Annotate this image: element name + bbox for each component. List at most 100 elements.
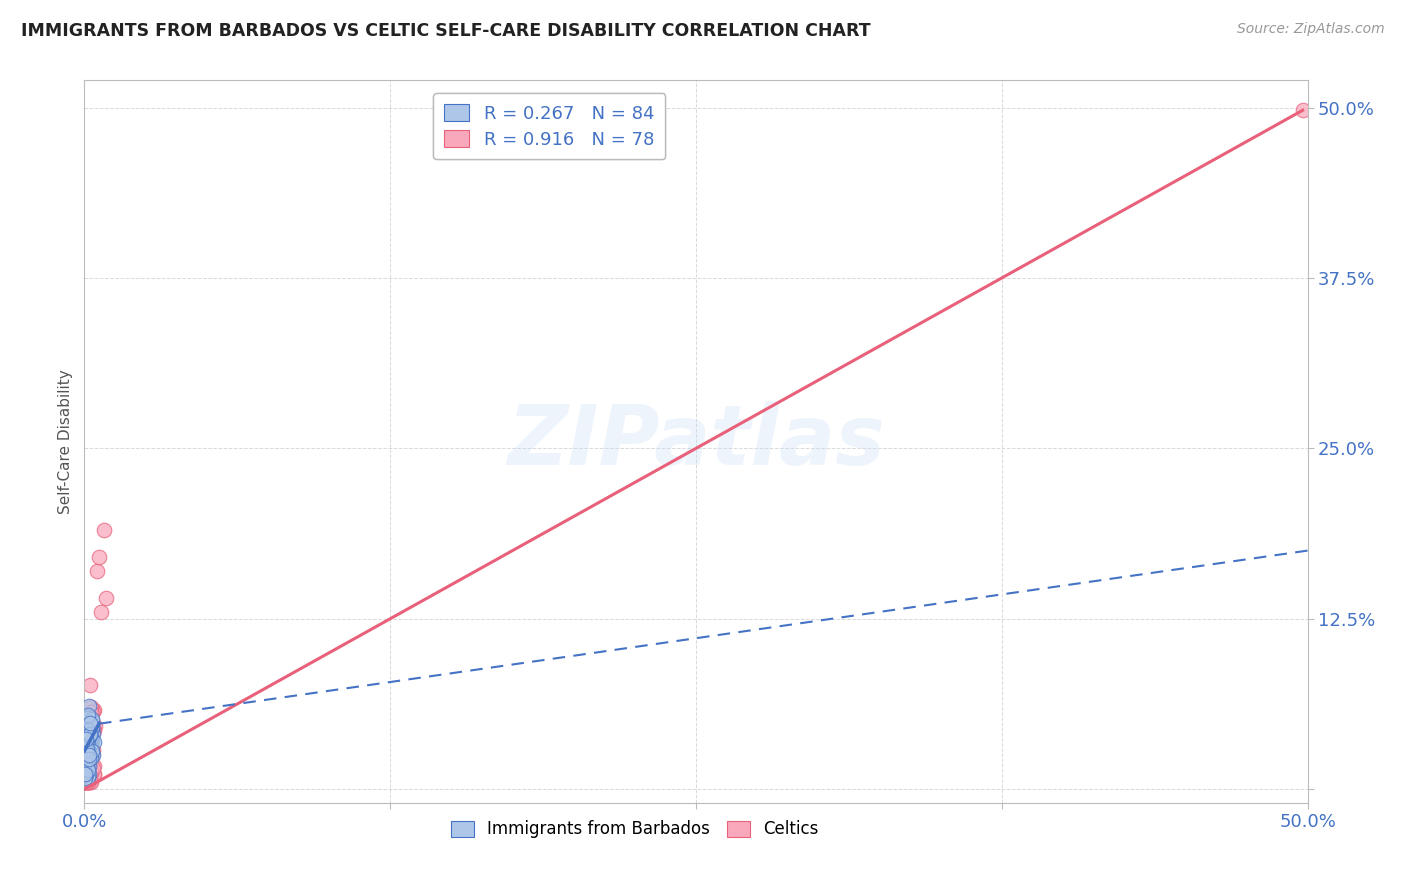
Point [82,720,104,734]
Point [77,698,100,713]
Point [83,759,105,773]
Point [75,742,97,756]
Point [76,743,98,757]
Point [73,767,96,781]
Point [80,746,103,760]
Point [75,738,97,752]
Point [80,706,103,720]
Point [77,747,100,762]
Point [75,732,97,747]
Point [75,731,97,746]
Point [77,763,100,777]
Point [76,724,98,739]
Point [79,731,101,745]
Point [76,772,98,786]
Point [77,761,100,775]
Point [77,762,100,776]
Point [77,758,100,772]
Point [80,762,103,776]
Point [77,756,100,771]
Point [76,712,98,726]
Point [73,738,96,752]
Point [76,737,98,751]
Point [77,716,100,731]
Point [83,703,105,717]
Point [73,731,96,746]
Point [73,756,96,770]
Point [82,724,104,739]
Point [82,704,104,718]
Point [87,550,110,565]
Point [76,731,98,745]
Point [93,523,115,537]
Point [80,714,103,728]
Point [73,751,96,765]
Point [75,751,97,765]
Point [77,752,100,766]
Point [76,737,98,751]
Point [80,700,103,714]
Point [75,766,97,780]
Point [76,744,98,758]
Point [77,768,100,782]
Point [82,706,104,721]
Point [77,740,100,755]
Point [75,775,97,789]
Point [76,756,98,770]
Text: IMMIGRANTS FROM BARBADOS VS CELTIC SELF-CARE DISABILITY CORRELATION CHART: IMMIGRANTS FROM BARBADOS VS CELTIC SELF-… [21,22,870,40]
Point [75,765,97,780]
Point [76,719,98,733]
Point [79,728,101,742]
Point [79,723,101,737]
Legend: R = 0.267   N = 84, R = 0.916   N = 78: R = 0.267 N = 84, R = 0.916 N = 78 [433,93,665,160]
Point [80,751,103,765]
Point [76,747,98,761]
Point [79,759,101,773]
Point [76,733,98,747]
Point [73,742,96,756]
Point [80,723,103,738]
Point [77,754,100,768]
Point [76,726,98,740]
Point [76,770,98,784]
Point [80,729,103,743]
Point [76,775,98,789]
Point [75,752,97,766]
Point [83,719,105,733]
Point [79,775,101,789]
Point [75,716,97,731]
Point [76,775,98,789]
Point [80,720,103,734]
Point [82,744,104,758]
Point [77,728,100,742]
Point [77,714,100,729]
Point [77,736,100,750]
Point [75,724,97,739]
Point [76,743,98,757]
Point [79,716,101,731]
Point [83,723,105,737]
Point [83,767,105,781]
Point [83,768,105,782]
Point [75,749,97,764]
Point [76,749,98,764]
Point [76,775,98,789]
Point [75,775,97,789]
Point [76,716,98,731]
Point [79,678,101,692]
Point [1292,103,1315,118]
Point [77,742,100,756]
Point [77,737,100,751]
Point [77,728,100,742]
Point [76,731,98,746]
Point [76,760,98,774]
Y-axis label: Self-Care Disability: Self-Care Disability [58,369,73,514]
Point [77,747,100,761]
Point [80,720,103,734]
Point [75,764,97,779]
Point [80,725,103,739]
Point [79,716,101,731]
Point [77,767,100,781]
Point [96,591,118,606]
Point [76,744,98,758]
